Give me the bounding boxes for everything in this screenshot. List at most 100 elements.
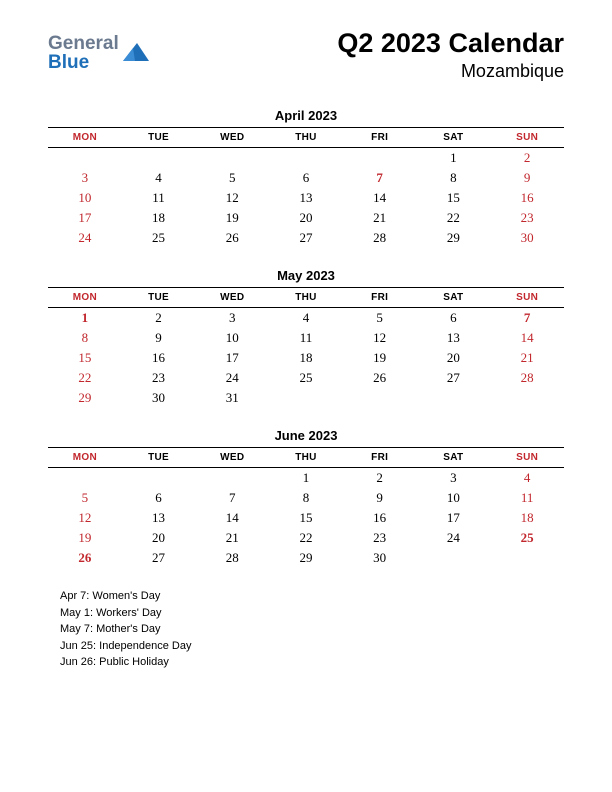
calendar-cell: 6 — [417, 308, 491, 329]
day-header: THU — [269, 288, 343, 308]
day-header: WED — [195, 448, 269, 468]
calendar-cell: 1 — [48, 308, 122, 329]
calendar-cell — [343, 388, 417, 408]
calendar-cell: 1 — [269, 468, 343, 489]
day-header: THU — [269, 448, 343, 468]
day-header: WED — [195, 128, 269, 148]
calendar-cell: 8 — [269, 488, 343, 508]
calendar-cell: 12 — [48, 508, 122, 528]
calendar-cell: 22 — [269, 528, 343, 548]
day-header: SAT — [417, 128, 491, 148]
day-header: SUN — [490, 448, 564, 468]
calendar-cell: 20 — [122, 528, 196, 548]
calendar-cell: 21 — [490, 348, 564, 368]
calendar-cell: 26 — [48, 548, 122, 568]
calendar-cell: 23 — [343, 528, 417, 548]
calendar-row: 10111213141516 — [48, 188, 564, 208]
calendar-cell: 15 — [48, 348, 122, 368]
day-header: THU — [269, 128, 343, 148]
calendar-cell: 14 — [490, 328, 564, 348]
calendar-cell: 21 — [343, 208, 417, 228]
day-header: SAT — [417, 288, 491, 308]
month-block: May 2023MONTUEWEDTHUFRISATSUN12345678910… — [48, 268, 564, 408]
calendar-cell: 29 — [417, 228, 491, 248]
calendar-cell — [195, 148, 269, 169]
calendar-cell — [269, 148, 343, 169]
page-title: Q2 2023 Calendar — [337, 28, 564, 59]
calendar-cell: 18 — [490, 508, 564, 528]
calendar-table: MONTUEWEDTHUFRISATSUN1234567891011121314… — [48, 127, 564, 248]
calendar-cell: 8 — [48, 328, 122, 348]
calendar-cell: 15 — [417, 188, 491, 208]
calendar-row: 12 — [48, 148, 564, 169]
calendar-cell: 16 — [122, 348, 196, 368]
calendar-cell: 25 — [122, 228, 196, 248]
calendar-cell: 13 — [269, 188, 343, 208]
calendar-cell: 11 — [490, 488, 564, 508]
calendar-cell: 24 — [417, 528, 491, 548]
calendar-cell: 5 — [343, 308, 417, 329]
day-header: TUE — [122, 128, 196, 148]
calendar-cell: 5 — [195, 168, 269, 188]
calendar-cell — [122, 468, 196, 489]
holidays-list: Apr 7: Women's DayMay 1: Workers' DayMay… — [48, 588, 564, 671]
calendar-cell: 4 — [490, 468, 564, 489]
calendar-cell: 28 — [195, 548, 269, 568]
calendar-cell: 13 — [122, 508, 196, 528]
day-header: FRI — [343, 128, 417, 148]
month-block: April 2023MONTUEWEDTHUFRISATSUN123456789… — [48, 108, 564, 248]
calendar-cell: 25 — [269, 368, 343, 388]
page-subtitle: Mozambique — [337, 61, 564, 82]
calendar-row: 3456789 — [48, 168, 564, 188]
calendar-row: 15161718192021 — [48, 348, 564, 368]
calendar-row: 567891011 — [48, 488, 564, 508]
calendar-cell: 2 — [490, 148, 564, 169]
calendar-row: 891011121314 — [48, 328, 564, 348]
month-block: June 2023MONTUEWEDTHUFRISATSUN1234567891… — [48, 428, 564, 568]
calendar-cell: 3 — [417, 468, 491, 489]
logo-triangle-icon — [121, 39, 151, 63]
calendar-cell: 27 — [269, 228, 343, 248]
calendar-cell: 6 — [122, 488, 196, 508]
months-container: April 2023MONTUEWEDTHUFRISATSUN123456789… — [48, 108, 564, 568]
calendar-cell: 27 — [122, 548, 196, 568]
calendar-cell: 31 — [195, 388, 269, 408]
day-header: MON — [48, 448, 122, 468]
day-header: SAT — [417, 448, 491, 468]
calendar-cell: 12 — [343, 328, 417, 348]
calendar-cell: 20 — [269, 208, 343, 228]
calendar-cell: 19 — [343, 348, 417, 368]
month-title: June 2023 — [48, 428, 564, 443]
calendar-cell: 22 — [48, 368, 122, 388]
calendar-row: 24252627282930 — [48, 228, 564, 248]
month-title: April 2023 — [48, 108, 564, 123]
day-header: MON — [48, 128, 122, 148]
calendar-cell: 4 — [122, 168, 196, 188]
calendar-cell: 19 — [195, 208, 269, 228]
calendar-cell: 28 — [343, 228, 417, 248]
calendar-cell: 28 — [490, 368, 564, 388]
calendar-cell: 14 — [343, 188, 417, 208]
calendar-row: 17181920212223 — [48, 208, 564, 228]
calendar-cell: 10 — [417, 488, 491, 508]
calendar-cell: 12 — [195, 188, 269, 208]
calendar-cell: 19 — [48, 528, 122, 548]
calendar-cell: 2 — [122, 308, 196, 329]
calendar-cell: 1 — [417, 148, 491, 169]
logo-word-general: General — [48, 33, 119, 54]
calendar-cell: 24 — [195, 368, 269, 388]
calendar-cell: 23 — [490, 208, 564, 228]
calendar-cell: 18 — [269, 348, 343, 368]
calendar-cell: 15 — [269, 508, 343, 528]
calendar-cell: 9 — [343, 488, 417, 508]
calendar-table: MONTUEWEDTHUFRISATSUN1234567891011121314… — [48, 447, 564, 568]
calendar-cell: 11 — [122, 188, 196, 208]
calendar-cell: 23 — [122, 368, 196, 388]
calendar-cell: 17 — [48, 208, 122, 228]
calendar-cell: 8 — [417, 168, 491, 188]
calendar-cell — [122, 148, 196, 169]
holiday-item: Apr 7: Women's Day — [60, 588, 564, 605]
calendar-cell — [195, 468, 269, 489]
calendar-cell: 9 — [490, 168, 564, 188]
logo-word-blue: Blue — [48, 52, 89, 73]
